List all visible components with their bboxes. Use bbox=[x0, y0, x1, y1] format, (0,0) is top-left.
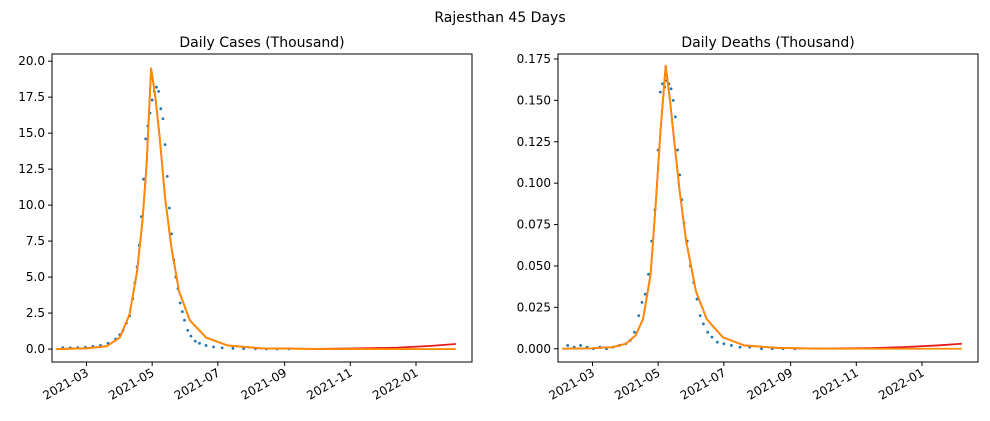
cases-y-tick-label: 0.0 bbox=[26, 342, 45, 356]
cases-data-point bbox=[163, 143, 167, 147]
cases-x-tick-label: 2021-11 bbox=[304, 365, 354, 402]
deaths-data-point bbox=[633, 330, 636, 334]
cases-data-point bbox=[212, 345, 215, 349]
deaths-chart-panel: Daily Deaths (Thousand) 2021-03 2021-05 20… bbox=[517, 35, 979, 403]
deaths-x-tick-label: 2021-09 bbox=[745, 365, 795, 402]
deaths-data-point bbox=[566, 344, 570, 347]
deaths-data-point bbox=[669, 87, 673, 91]
cases-data-point bbox=[183, 318, 186, 322]
cases-data-point bbox=[157, 90, 161, 93]
deaths-data-point bbox=[637, 314, 641, 318]
deaths-chart-marks bbox=[562, 64, 962, 351]
deaths-x-tick-label: 2021-07 bbox=[678, 365, 728, 402]
cases-chart-title: Daily Cases (Thousand) bbox=[179, 35, 344, 51]
deaths-x-tick-label: 2021-11 bbox=[810, 365, 860, 402]
deaths-y-tick-label: 0.125 bbox=[517, 135, 551, 149]
cases-data-point bbox=[180, 310, 184, 314]
deaths-data-point bbox=[722, 342, 726, 346]
deaths-y-tick-label: 0.100 bbox=[517, 176, 551, 190]
deaths-x-tick-label: 2022-01 bbox=[876, 365, 926, 402]
cases-y-tick-label: 15.0 bbox=[18, 126, 45, 140]
cases-data-point bbox=[144, 137, 148, 141]
cases-data-point bbox=[142, 177, 145, 181]
cases-plot-area bbox=[52, 54, 472, 362]
cases-data-point bbox=[178, 301, 182, 305]
deaths-fit-line-orange bbox=[562, 64, 962, 350]
deaths-y-tick-label: 0.175 bbox=[517, 52, 551, 66]
deaths-y-tick-label: 0.075 bbox=[517, 218, 551, 232]
cases-x-tick-label: 2021-05 bbox=[106, 365, 156, 402]
cases-y-tick-label: 17.5 bbox=[18, 90, 45, 104]
deaths-data-point bbox=[671, 98, 675, 102]
deaths-data-point bbox=[661, 82, 664, 86]
cases-data-point bbox=[167, 206, 171, 210]
cases-data-point bbox=[155, 85, 158, 89]
cases-y-tick-label: 7.5 bbox=[26, 234, 45, 248]
deaths-data-point bbox=[710, 335, 714, 339]
deaths-data-point bbox=[678, 173, 682, 177]
cases-chart-panel: Daily Cases (Thousand) 2021-03 2021-05 202… bbox=[18, 35, 473, 403]
deaths-data-point bbox=[715, 340, 719, 344]
cases-x-tick-label: 2021-03 bbox=[41, 365, 91, 402]
cases-y-tick-label: 10.0 bbox=[18, 198, 45, 212]
deaths-data-point bbox=[738, 345, 742, 349]
cases-data-point bbox=[161, 117, 165, 121]
cases-data-point bbox=[198, 341, 201, 345]
cases-fit-line-orange bbox=[56, 67, 456, 350]
deaths-data-point bbox=[698, 314, 702, 318]
deaths-data-point bbox=[706, 330, 710, 334]
cases-data-point bbox=[242, 347, 246, 351]
cases-y-tick-label: 2.5 bbox=[26, 306, 45, 320]
cases-data-point bbox=[150, 98, 154, 102]
deaths-plot-area bbox=[558, 54, 978, 362]
deaths-data-point bbox=[647, 272, 650, 276]
cases-data-point bbox=[193, 339, 197, 343]
deaths-x-tick-label: 2021-05 bbox=[612, 365, 662, 402]
deaths-data-point bbox=[676, 148, 679, 152]
deaths-data-point bbox=[701, 322, 705, 326]
cases-y-tick-label: 5.0 bbox=[26, 270, 45, 284]
cases-data-point bbox=[165, 174, 169, 178]
cases-data-point bbox=[159, 107, 163, 111]
deaths-data-point bbox=[658, 90, 662, 94]
cases-axes-frame bbox=[51, 53, 473, 363]
deaths-axes-frame bbox=[557, 53, 979, 363]
deaths-data-point bbox=[673, 115, 677, 119]
deaths-data-point bbox=[579, 344, 583, 347]
cases-data-point bbox=[189, 334, 193, 338]
figure-suptitle: Rajesthan 45 Days bbox=[434, 10, 565, 26]
cases-data-point bbox=[220, 346, 224, 350]
cases-x-tick-label: 2022-01 bbox=[370, 365, 420, 402]
cases-chart-marks bbox=[56, 67, 456, 351]
deaths-chart-title: Daily Deaths (Thousand) bbox=[681, 35, 854, 51]
cases-y-tick-label: 12.5 bbox=[18, 162, 45, 176]
deaths-data-point bbox=[760, 347, 763, 351]
cases-data-point bbox=[186, 328, 190, 332]
cases-x-tick-label: 2021-09 bbox=[239, 365, 289, 402]
cases-x-tick-label: 2021-07 bbox=[172, 365, 222, 402]
deaths-data-point bbox=[729, 344, 733, 347]
deaths-y-tick-label: 0.000 bbox=[517, 342, 551, 356]
cases-data-point bbox=[231, 346, 235, 350]
deaths-y-tick-label: 0.025 bbox=[517, 300, 551, 314]
deaths-y-tick-label: 0.150 bbox=[517, 93, 551, 107]
cases-data-point bbox=[204, 344, 208, 347]
deaths-y-tick-label: 0.050 bbox=[517, 259, 551, 273]
cases-y-tick-label: 20.0 bbox=[18, 54, 45, 68]
deaths-data-point bbox=[695, 297, 699, 301]
deaths-x-tick-label: 2021-03 bbox=[547, 365, 597, 402]
deaths-data-point bbox=[643, 292, 647, 296]
cases-data-point bbox=[170, 232, 173, 236]
deaths-data-point bbox=[640, 300, 644, 304]
